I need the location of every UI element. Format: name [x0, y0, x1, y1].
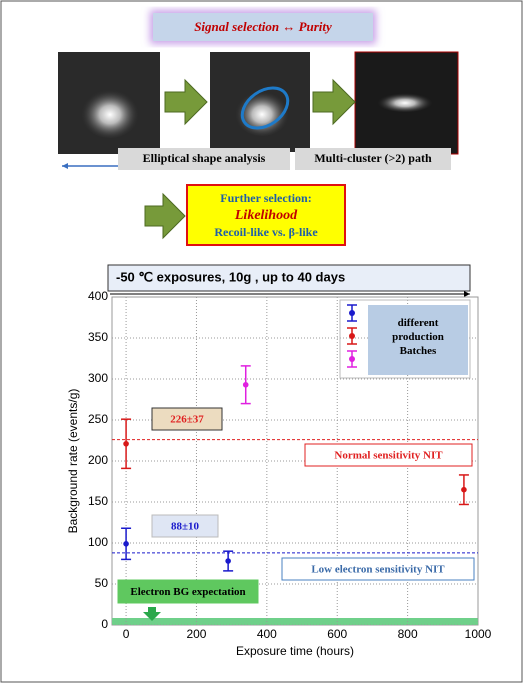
further-text: Likelihood	[234, 208, 298, 223]
y-tick-label: 400	[88, 289, 108, 303]
point	[461, 486, 467, 493]
legend-marker	[347, 304, 357, 322]
legend-dot	[349, 356, 355, 362]
chart-title: -50 ℃ exposures, 10g , up to 40 days	[116, 269, 345, 284]
y-tick-label: 350	[88, 330, 108, 344]
point	[123, 541, 129, 547]
title-box	[153, 13, 373, 41]
line-label-box	[151, 407, 223, 431]
legend-frame	[339, 299, 471, 379]
ellipse-fit	[240, 86, 290, 130]
label-box	[118, 148, 290, 170]
x-tick-label: 1000	[465, 627, 492, 641]
y-tick-label: 200	[88, 453, 108, 467]
y-tick-label: 0	[101, 617, 108, 631]
x-tick-label: 800	[398, 627, 418, 641]
x-axis-label: Exposure time (hours)	[236, 644, 354, 658]
error-point	[240, 365, 251, 405]
legend-text: different production Batches	[392, 317, 444, 357]
y-tick-label: 150	[88, 494, 108, 508]
title: Signal selection ↔ Purity	[194, 19, 332, 34]
x-tick-label: 600	[327, 627, 347, 641]
error-point	[223, 550, 234, 572]
chart-header	[107, 264, 471, 292]
legend-marker	[347, 350, 357, 368]
annotation: Low electron sensitivity NIT	[311, 564, 445, 576]
down-arrow	[143, 607, 161, 621]
error-point	[458, 474, 469, 506]
blob	[377, 92, 433, 112]
further-text: Recoil-like vs. β-like	[214, 225, 318, 239]
annotation-box	[281, 557, 475, 581]
legend-marker	[347, 327, 357, 345]
y-tick-label: 100	[88, 535, 108, 549]
annotation-box	[117, 579, 259, 604]
arrow	[144, 192, 186, 240]
step-label: Elliptical shape analysis	[143, 151, 266, 165]
y-tick-label: 50	[95, 576, 109, 590]
x-tick-label: 200	[186, 627, 206, 641]
x-tick-label: 0	[123, 627, 130, 641]
blob	[80, 86, 140, 138]
x-tick-label: 400	[257, 627, 277, 641]
point	[123, 440, 129, 447]
annotation: Normal sensitivity NIT	[334, 450, 443, 462]
y-tick-label: 300	[88, 371, 108, 385]
annotation: Electron BG expectation	[130, 586, 245, 598]
legend-box	[368, 305, 468, 375]
further-box	[186, 184, 346, 246]
error-point	[121, 527, 132, 561]
y-tick-label: 250	[88, 412, 108, 426]
y-axis-label: Background rate (events/g)	[66, 389, 80, 534]
label-box	[295, 148, 451, 170]
point	[225, 558, 231, 564]
arrow	[164, 78, 208, 126]
span-arrow-head	[464, 291, 470, 297]
line-label-box	[151, 514, 219, 538]
electron-band	[112, 618, 478, 625]
further-text: Further selection:	[220, 191, 311, 205]
legend-dot	[349, 333, 355, 339]
legend-dot	[349, 310, 355, 316]
annotation-box	[304, 443, 473, 467]
arrow-head	[62, 163, 68, 169]
arrow	[312, 78, 356, 126]
line-label: 88±10	[171, 521, 200, 533]
error-point	[121, 418, 132, 470]
step-label: Multi-cluster (>2) path	[314, 151, 432, 165]
point	[242, 381, 249, 388]
line-label: 226±37	[170, 414, 204, 426]
